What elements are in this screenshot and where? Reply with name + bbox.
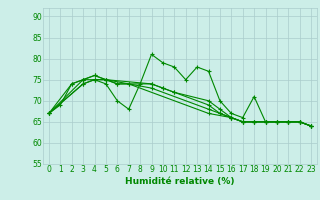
X-axis label: Humidité relative (%): Humidité relative (%) <box>125 177 235 186</box>
